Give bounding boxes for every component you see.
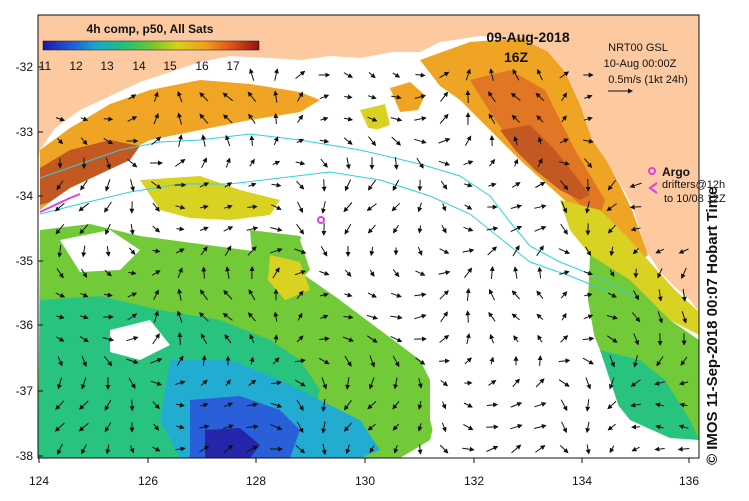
latitude-tick-label: -36 — [16, 318, 34, 332]
colorbar-tick-label: 16 — [195, 59, 209, 73]
current-arrow — [636, 269, 637, 278]
colorbar-tick-label: 11 — [39, 59, 52, 73]
latitude-tick-label: -34 — [16, 189, 34, 203]
colorbar-title: 4h comp, p50, All Sats — [87, 22, 214, 36]
colorbar-tick-label: 12 — [69, 59, 83, 73]
colorbar-tick-label: 13 — [100, 59, 114, 73]
current-arrow — [324, 179, 325, 190]
current-arrow — [468, 91, 469, 103]
imos-credit: © IMOS 11-Sep-2018 00:07 Hobart Time — [704, 187, 721, 465]
longitude-axis: 124 126 128 130 132 134 136 — [29, 458, 699, 488]
colorbar-tick-label: 14 — [132, 59, 146, 73]
colorbar-gradient — [43, 41, 259, 50]
longitude-tick-label: 134 — [572, 474, 592, 488]
argo-legend-label: Argo — [662, 165, 690, 179]
current-arrow — [632, 427, 640, 428]
current-source: NRT00 GSL — [608, 42, 668, 54]
latitude-tick-label: -35 — [16, 254, 34, 268]
latitude-tick-label: -33 — [16, 125, 34, 139]
current-arrow — [631, 207, 642, 208]
longitude-tick-label: 130 — [355, 474, 375, 488]
colorbar-tick-label: 17 — [226, 59, 240, 73]
latitude-tick-label: -32 — [16, 60, 34, 74]
colorbar-tick-label: 15 — [163, 59, 177, 73]
latitude-tick-label: -37 — [16, 384, 34, 398]
map-time: 16Z — [504, 49, 529, 65]
current-arrow — [104, 119, 112, 120]
current-arrow — [132, 400, 133, 411]
current-arrow — [588, 179, 589, 191]
map-date: 09-Aug-2018 — [486, 29, 569, 45]
longitude-tick-label: 126 — [138, 474, 158, 488]
longitude-tick-label: 124 — [29, 474, 49, 488]
current-valid-time: 10-Aug 00:00Z — [604, 58, 677, 70]
longitude-tick-label: 132 — [464, 474, 484, 488]
current-scale: 0.5m/s (1kt 24h) — [608, 74, 687, 86]
longitude-tick-label: 128 — [246, 474, 266, 488]
current-arrow — [176, 229, 183, 230]
longitude-tick-label: 136 — [679, 474, 699, 488]
latitude-tick-label: -38 — [16, 449, 34, 463]
